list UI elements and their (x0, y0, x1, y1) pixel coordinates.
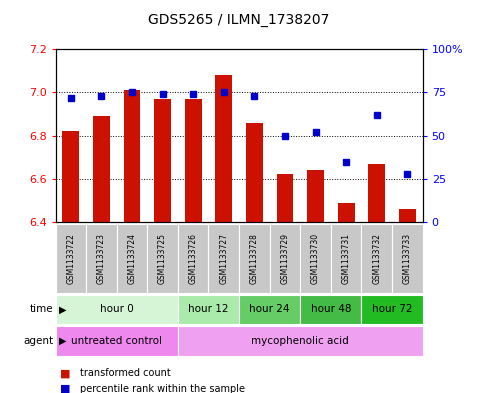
Text: agent: agent (23, 336, 53, 346)
Bar (331, 224, 361, 293)
Bar (277, 174, 293, 222)
Text: hour 12: hour 12 (188, 305, 229, 314)
Bar (62, 131, 79, 222)
Bar (178, 295, 239, 324)
Text: GSM1133722: GSM1133722 (66, 233, 75, 284)
Text: percentile rank within the sample: percentile rank within the sample (80, 384, 245, 393)
Text: GSM1133732: GSM1133732 (372, 233, 381, 284)
Text: ■: ■ (60, 384, 71, 393)
Bar (361, 224, 392, 293)
Bar (300, 224, 331, 293)
Text: ▶: ▶ (59, 336, 67, 346)
Bar (178, 224, 209, 293)
Text: GSM1133725: GSM1133725 (158, 233, 167, 284)
Bar (361, 295, 423, 324)
Text: GSM1133731: GSM1133731 (341, 233, 351, 284)
Bar (307, 170, 324, 222)
Text: GSM1133726: GSM1133726 (189, 233, 198, 284)
Bar (215, 75, 232, 222)
Text: ▶: ▶ (59, 305, 67, 314)
Bar (117, 224, 147, 293)
Bar (56, 326, 178, 356)
Bar (185, 99, 201, 222)
Bar (399, 209, 416, 222)
Bar (246, 123, 263, 222)
Bar (56, 224, 86, 293)
Bar (209, 224, 239, 293)
Text: transformed count: transformed count (80, 368, 170, 378)
Text: GSM1133730: GSM1133730 (311, 233, 320, 284)
Text: hour 72: hour 72 (372, 305, 412, 314)
Text: hour 0: hour 0 (100, 305, 134, 314)
Bar (178, 326, 423, 356)
Text: ■: ■ (60, 368, 71, 378)
Bar (239, 224, 270, 293)
Text: GDS5265 / ILMN_1738207: GDS5265 / ILMN_1738207 (148, 13, 330, 27)
Bar (154, 99, 171, 222)
Bar (369, 163, 385, 222)
Text: hour 48: hour 48 (311, 305, 351, 314)
Text: GSM1133727: GSM1133727 (219, 233, 228, 284)
Text: GSM1133728: GSM1133728 (250, 233, 259, 284)
Text: GSM1133729: GSM1133729 (281, 233, 289, 284)
Text: hour 24: hour 24 (249, 305, 290, 314)
Bar (56, 295, 178, 324)
Text: GSM1133733: GSM1133733 (403, 233, 412, 284)
Text: time: time (29, 305, 53, 314)
Bar (239, 295, 300, 324)
Text: mycophenolic acid: mycophenolic acid (251, 336, 349, 346)
Text: untreated control: untreated control (71, 336, 162, 346)
Bar (300, 295, 361, 324)
Bar (147, 224, 178, 293)
Bar (86, 224, 117, 293)
Text: GSM1133723: GSM1133723 (97, 233, 106, 284)
Bar (124, 90, 141, 222)
Bar (338, 202, 355, 222)
Bar (392, 224, 423, 293)
Bar (93, 116, 110, 222)
Text: GSM1133724: GSM1133724 (128, 233, 137, 284)
Bar (270, 224, 300, 293)
